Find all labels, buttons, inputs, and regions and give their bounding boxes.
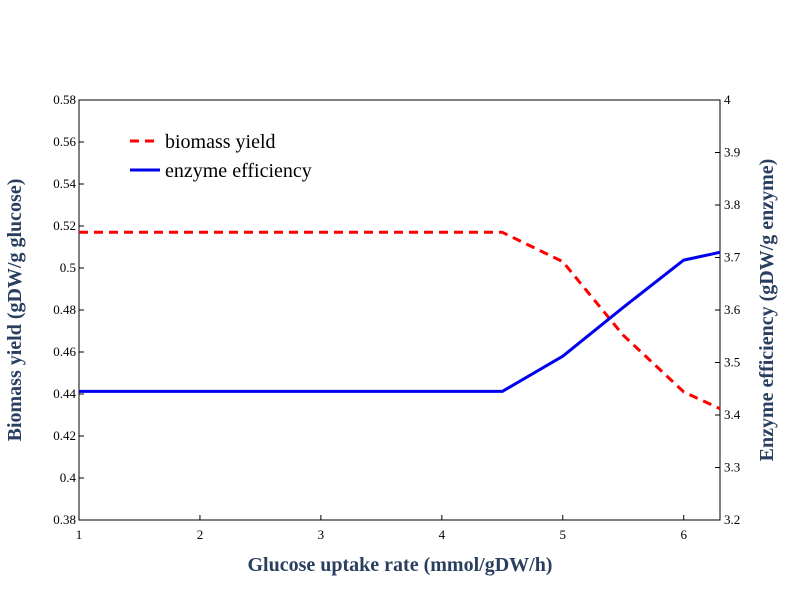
left-tick-label: 0.4 bbox=[60, 470, 77, 485]
x-tick-label: 2 bbox=[197, 527, 204, 542]
x-tick-label: 6 bbox=[680, 527, 687, 542]
right-tick-label: 3.3 bbox=[724, 460, 740, 475]
x-tick-label: 4 bbox=[439, 527, 446, 542]
right-tick-label: 3.8 bbox=[724, 197, 740, 212]
legend-label-biomass-yield: biomass yield bbox=[165, 131, 276, 153]
left-tick-label: 0.58 bbox=[53, 92, 76, 107]
right-tick-label: 4 bbox=[724, 92, 731, 107]
left-tick-label: 0.42 bbox=[53, 428, 76, 443]
series-layer bbox=[79, 230, 721, 411]
left-tick-label: 0.38 bbox=[53, 512, 76, 527]
series-line-biomass-yield bbox=[79, 230, 721, 411]
x-axis-title: Glucose uptake rate (mmol/gDW/h) bbox=[248, 554, 553, 576]
legend: biomass yield enzyme efficiency bbox=[130, 131, 312, 182]
left-tick-label: 0.44 bbox=[53, 386, 76, 401]
series-line-enzyme-efficiency bbox=[79, 250, 721, 393]
x-axis-ticks: 1 2 3 4 5 6 bbox=[76, 515, 687, 542]
right-tick-label: 3.6 bbox=[724, 302, 741, 317]
x-tick-label: 1 bbox=[76, 527, 83, 542]
x-tick-label: 3 bbox=[318, 527, 325, 542]
left-tick-label: 0.46 bbox=[53, 344, 76, 359]
left-axis-ticks: 0.38 0.4 0.42 0.44 0.46 0.48 0.5 0.52 0.54 0.56 0.… bbox=[53, 92, 84, 527]
x-tick-label: 5 bbox=[560, 527, 567, 542]
left-tick-label: 0.5 bbox=[60, 260, 76, 275]
right-tick-label: 3.9 bbox=[724, 145, 740, 160]
left-tick-label: 0.54 bbox=[53, 176, 76, 191]
left-axis-title: Biomass yield (gDW/g glucose) bbox=[4, 179, 26, 442]
left-tick-label: 0.52 bbox=[53, 218, 76, 233]
left-tick-label: 0.48 bbox=[53, 302, 76, 317]
right-axis-ticks: 3.2 3.3 3.4 3.5 3.6 3.7 3.8 3.9 4 bbox=[715, 92, 741, 527]
right-tick-label: 3.2 bbox=[724, 512, 740, 527]
legend-label-enzyme-efficiency: enzyme efficiency bbox=[165, 160, 312, 182]
right-axis-title: Enzyme efficiency (gDW/g enzyme) bbox=[756, 159, 778, 462]
right-tick-label: 3.4 bbox=[724, 407, 741, 422]
left-tick-label: 0.56 bbox=[53, 134, 76, 149]
right-tick-label: 3.5 bbox=[724, 355, 740, 370]
right-tick-label: 3.7 bbox=[724, 250, 741, 265]
